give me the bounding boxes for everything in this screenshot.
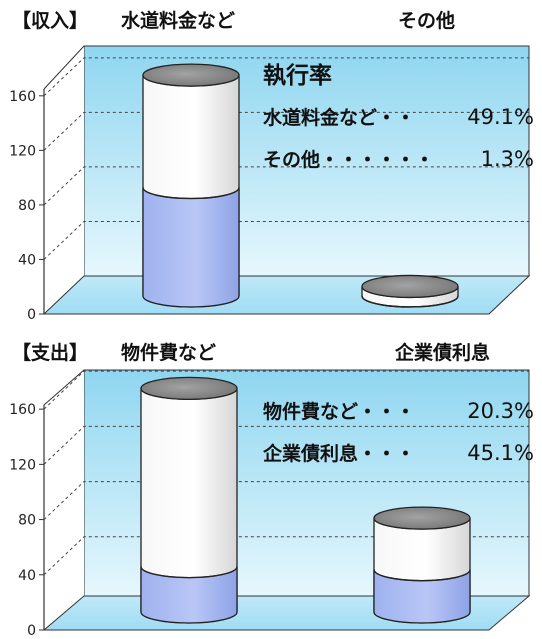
- gridline: [43, 536, 529, 576]
- expense-inset-label-supplies: 物件費など・・・: [263, 400, 415, 423]
- expense-cylinder-interest-fill-line: [373, 569, 471, 582]
- income-left-wall: [44, 46, 84, 314]
- income-inset-label-water: 水道料金など・・: [263, 106, 415, 129]
- gridline: [43, 481, 529, 520]
- y-tick-label: 80: [18, 198, 36, 214]
- gridline: [43, 370, 529, 410]
- income-y-axis: 0 40 80 120 160: [9, 89, 44, 323]
- expense-y-axis: 0 40 80 120 160: [9, 402, 44, 639]
- gridline: [43, 111, 529, 151]
- income-inset-label-other: その他・・・・・・: [263, 148, 434, 171]
- income-panel: 【収入】 水道料金など その他 0 40 80 120 160 執行率 水道料金など・・…: [9, 9, 534, 323]
- gridline: [43, 425, 529, 465]
- y-tick-label: 0: [27, 623, 36, 639]
- y-tick-label: 160: [9, 402, 36, 418]
- income-panel-label: 【収入】: [12, 9, 88, 32]
- expense-panel-label: 【支出】: [12, 341, 88, 364]
- expense-panel: 【支出】 物件費など 企業債利息 0 40 80 120 160 物件費など・・・ 20…: [9, 341, 534, 639]
- expense-inset-value-interest: 45.1%: [467, 441, 534, 465]
- income-inset-value-other: 1.3%: [481, 147, 534, 171]
- expense-category-label-interest: 企業債利息: [394, 341, 490, 364]
- y-tick-label: 40: [18, 568, 36, 584]
- expense-cylinder-supplies-top: [140, 376, 238, 401]
- expense-cylinder-interest: [373, 506, 471, 624]
- income-cylinder-other: [361, 274, 459, 308]
- expense-cylinder-supplies-fill-line: [140, 566, 238, 579]
- expense-inset-value-supplies: 20.3%: [467, 399, 534, 423]
- income-cylinder-water-top: [142, 63, 240, 87]
- income-cylinder-water-fill-line: [142, 187, 240, 200]
- expense-cylinder-supplies: [140, 376, 238, 624]
- expense-category-label-supplies: 物件費など: [121, 341, 216, 364]
- income-category-label-water: 水道料金など: [121, 9, 235, 32]
- income-category-label-other: その他: [398, 9, 455, 32]
- income-gridlines: [43, 57, 529, 260]
- y-tick-label: 160: [9, 89, 36, 105]
- gridline: [43, 220, 529, 260]
- y-tick-label: 40: [18, 252, 36, 268]
- income-cylinder-other-fill-line: [361, 295, 459, 308]
- y-tick-label: 0: [27, 307, 36, 323]
- y-tick-label: 120: [9, 143, 36, 159]
- income-inset-heading: 執行率: [263, 62, 332, 89]
- y-tick-label: 120: [9, 457, 36, 473]
- gridline: [43, 166, 529, 206]
- expense-inset-label-interest: 企業債利息・・・: [262, 442, 415, 465]
- expense-gridlines: [43, 370, 529, 576]
- income-inset-value-water: 49.1%: [467, 105, 534, 129]
- income-cylinder-other-top: [361, 274, 459, 299]
- expense-cylinder-interest-top: [373, 506, 471, 530]
- gridline: [43, 57, 529, 97]
- expense-left-wall: [44, 370, 84, 630]
- income-cylinder-water: [142, 63, 240, 308]
- y-tick-label: 80: [18, 513, 36, 529]
- income-cylinder-water-fill: [142, 187, 240, 308]
